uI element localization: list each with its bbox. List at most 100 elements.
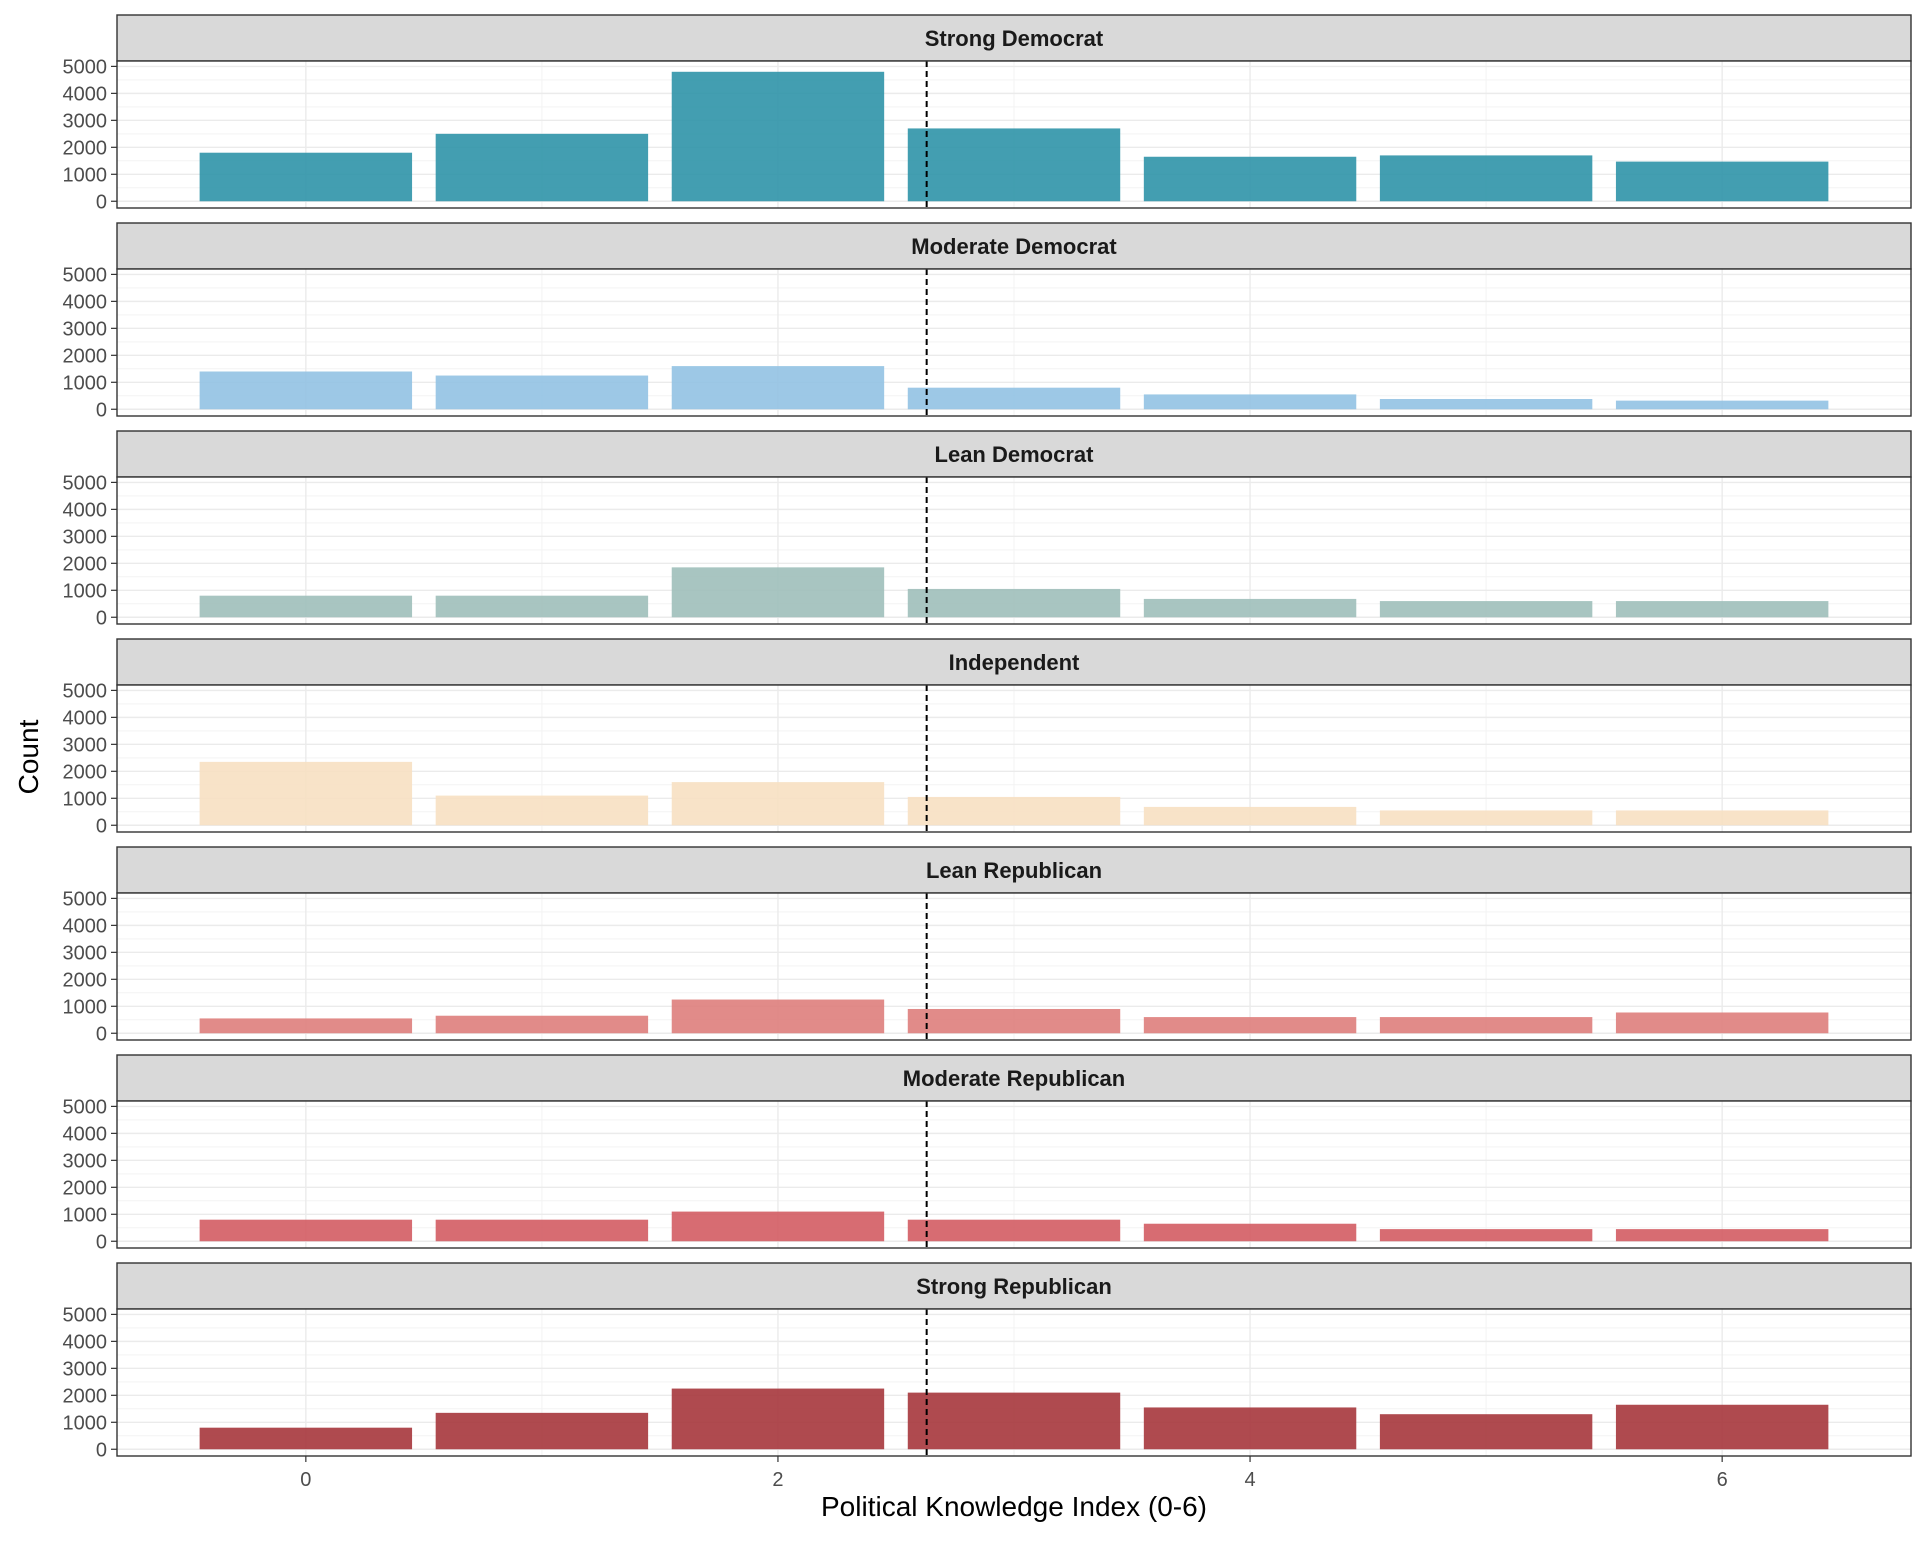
bar [200,762,412,825]
x-tick-label: 0 [300,1469,311,1491]
bar [1616,810,1828,825]
bar [200,371,412,409]
bar [908,388,1120,410]
facet-strip-label: Independent [949,650,1080,675]
y-tick-label: 2000 [63,137,108,159]
bar [436,596,648,618]
bar [672,1000,884,1034]
bar [436,1016,648,1034]
bar [1144,1017,1356,1033]
bar [1144,1407,1356,1449]
bar [1380,155,1592,201]
y-tick-label: 2000 [63,1177,108,1199]
y-tick-label: 4000 [63,499,108,521]
y-tick-label: 5000 [63,472,108,494]
y-tick-label: 0 [96,1231,107,1253]
x-tick-label: 2 [772,1469,783,1491]
bar [1380,601,1592,617]
y-tick-label: 0 [96,815,107,837]
y-tick-label: 1000 [63,1204,108,1226]
bar [1144,157,1356,202]
bar [672,72,884,201]
facet-panel: Moderate Republican 0 1000 2000 3000 4000 5000 [63,1055,1912,1253]
bar [436,1413,648,1449]
y-tick-label: 4000 [63,83,108,105]
bar [908,797,1120,825]
y-tick-label: 2000 [63,1385,108,1407]
y-axis-title: Count [13,719,44,794]
facet-strip-label: Strong Democrat [925,26,1104,51]
bar [200,1018,412,1033]
bar [908,1393,1120,1450]
bar [200,596,412,618]
y-tick-label: 3000 [63,734,108,756]
facet-panel: Lean Republican 0 1000 2000 3000 4000 5000 [63,847,1912,1045]
bar [1380,1414,1592,1449]
bar [1144,1224,1356,1242]
bar [436,796,648,826]
facet-strip-label: Moderate Republican [903,1066,1125,1091]
y-tick-label: 2000 [63,553,108,575]
facet-strip-label: Lean Republican [926,858,1102,883]
facet-panels: Strong Democrat 0 1000 2000 3000 4000 5000 Mode… [63,15,1912,1461]
bar [908,128,1120,201]
bar [672,782,884,825]
y-tick-label: 5000 [63,1096,108,1118]
bar [1144,394,1356,409]
y-tick-label: 5000 [63,888,108,910]
bar [436,376,648,410]
y-tick-label: 1000 [63,788,108,810]
bar [1144,807,1356,825]
bar [1616,401,1828,410]
bar [200,153,412,202]
facet-strip-label: Strong Republican [916,1274,1112,1299]
facet-panel: Strong Democrat 0 1000 2000 3000 4000 5000 [63,15,1912,213]
y-tick-label: 5000 [63,264,108,286]
bar [436,1220,648,1242]
y-tick-label: 4000 [63,1123,108,1145]
y-tick-label: 1000 [63,580,108,602]
bar [1616,1405,1828,1450]
y-tick-label: 1000 [63,372,108,394]
bar [908,1009,1120,1033]
facet-strip-label: Lean Democrat [935,442,1095,467]
y-tick-label: 0 [96,1023,107,1045]
facet-panel: Independent 0 1000 2000 3000 4000 5000 [63,639,1912,837]
y-tick-label: 0 [96,191,107,213]
y-tick-label: 3000 [63,110,108,132]
facet-panel: Strong Republican 0 1000 2000 3000 4000 5000 [63,1263,1912,1461]
bar [1380,810,1592,825]
facet-panel: Lean Democrat 0 1000 2000 3000 4000 5000 [63,431,1912,629]
facet-panel: Moderate Democrat 0 1000 2000 3000 4000 5000 [63,223,1912,421]
y-tick-label: 3000 [63,526,108,548]
facet-strip-label: Moderate Democrat [911,234,1117,259]
bar [908,589,1120,617]
y-tick-label: 4000 [63,707,108,729]
bar [436,134,648,201]
y-tick-label: 2000 [63,969,108,991]
y-tick-label: 3000 [63,318,108,340]
y-tick-label: 1000 [63,1412,108,1434]
bar [1616,1229,1828,1241]
y-tick-label: 0 [96,607,107,629]
y-tick-label: 4000 [63,1331,108,1353]
bar [1380,1229,1592,1241]
y-tick-label: 5000 [63,680,108,702]
x-tick-label: 6 [1717,1469,1728,1491]
bar [1144,599,1356,617]
bar [672,366,884,409]
y-tick-label: 1000 [63,996,108,1018]
y-tick-label: 3000 [63,942,108,964]
bar [672,1389,884,1450]
y-tick-label: 0 [96,399,107,421]
y-tick-label: 5000 [63,1304,108,1326]
bar [200,1220,412,1242]
bar [672,567,884,617]
x-tick-label: 4 [1244,1469,1255,1491]
y-tick-label: 5000 [63,56,108,78]
bar [1616,1012,1828,1033]
y-tick-label: 3000 [63,1358,108,1380]
bar [1380,1017,1592,1033]
